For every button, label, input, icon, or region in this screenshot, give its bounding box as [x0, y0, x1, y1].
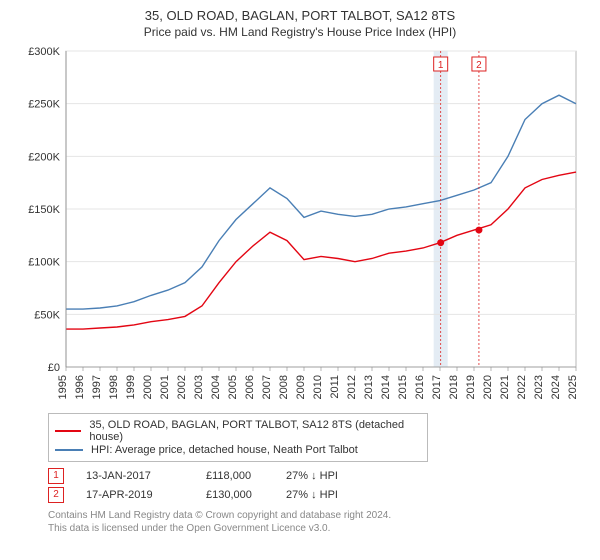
xtick-label: 2021	[499, 375, 511, 399]
legend-label: HPI: Average price, detached house, Neat…	[91, 444, 358, 456]
xtick-label: 1995	[57, 375, 69, 399]
marker-row-badge: 1	[48, 468, 64, 484]
xtick-label: 2004	[210, 375, 222, 399]
sale-marker-dot	[475, 226, 482, 233]
xtick-label: 2008	[278, 375, 290, 399]
marker-row-pct: 27% ↓ HPI	[286, 489, 406, 501]
ytick-label: £300K	[28, 46, 60, 58]
ytick-label: £50K	[34, 309, 60, 321]
license-line-1: Contains HM Land Registry data © Crown c…	[48, 509, 588, 522]
xtick-label: 1997	[91, 375, 103, 399]
xtick-label: 2009	[295, 375, 307, 399]
legend-item: HPI: Average price, detached house, Neat…	[55, 444, 421, 456]
ytick-label: £150K	[28, 204, 60, 216]
ytick-label: £0	[48, 362, 60, 374]
page-title: 35, OLD ROAD, BAGLAN, PORT TALBOT, SA12 …	[12, 8, 588, 25]
xtick-label: 1996	[74, 375, 86, 399]
marker-row: 1 13-JAN-2017£118,00027% ↓ HPI	[48, 468, 588, 484]
xtick-label: 2006	[244, 375, 256, 399]
xtick-label: 2019	[465, 375, 477, 399]
sale-marker-dot	[437, 239, 444, 246]
xtick-label: 2015	[397, 375, 409, 399]
legend-swatch	[55, 430, 81, 432]
xtick-label: 2023	[533, 375, 545, 399]
marker-row-date: 17-APR-2019	[86, 489, 206, 501]
xtick-label: 2001	[159, 375, 171, 399]
sale-marker-badge-num: 2	[476, 60, 482, 71]
license-line-2: This data is licensed under the Open Gov…	[48, 522, 588, 535]
ytick-label: £200K	[28, 151, 60, 163]
marker-row-date: 13-JAN-2017	[86, 470, 206, 482]
xtick-label: 2010	[312, 375, 324, 399]
legend: 35, OLD ROAD, BAGLAN, PORT TALBOT, SA12 …	[48, 413, 428, 462]
marker-row-price: £118,000	[206, 470, 286, 482]
legend-swatch	[55, 449, 83, 451]
marker-row-price: £130,000	[206, 489, 286, 501]
xtick-label: 2020	[482, 375, 494, 399]
page-subtitle: Price paid vs. HM Land Registry's House …	[12, 25, 588, 39]
license-note: Contains HM Land Registry data © Crown c…	[48, 509, 588, 535]
chart-svg: £0 £50K £100K £150K £200K £250K £300K 1995 1996 1…	[20, 45, 580, 405]
xtick-label: 2013	[363, 375, 375, 399]
xtick-label: 2005	[227, 375, 239, 399]
price-chart: £0 £50K £100K £150K £200K £250K £300K 1995 1996 1…	[20, 45, 580, 405]
marker-row: 2 17-APR-2019£130,00027% ↓ HPI	[48, 487, 588, 503]
xtick-label: 2024	[550, 375, 562, 399]
xtick-label: 2017	[431, 375, 443, 399]
xtick-label: 2025	[567, 375, 579, 399]
xtick-label: 2000	[142, 375, 154, 399]
xtick-label: 1999	[125, 375, 137, 399]
xtick-label: 2022	[516, 375, 528, 399]
marker-row-pct: 27% ↓ HPI	[286, 470, 406, 482]
xtick-label: 2011	[329, 375, 341, 399]
xtick-label: 2003	[193, 375, 205, 399]
xtick-label: 2007	[261, 375, 273, 399]
marker-row-badge: 2	[48, 487, 64, 503]
ytick-label: £100K	[28, 257, 60, 269]
xtick-label: 2014	[380, 375, 392, 399]
legend-item: 35, OLD ROAD, BAGLAN, PORT TALBOT, SA12 …	[55, 419, 421, 443]
sale-marker-badge-num: 1	[438, 60, 444, 71]
xtick-label: 2016	[414, 375, 426, 399]
xtick-label: 2012	[346, 375, 358, 399]
xtick-label: 1998	[108, 375, 120, 399]
xtick-label: 2002	[176, 375, 188, 399]
sale-marker-table: 1 13-JAN-2017£118,00027% ↓ HPI 2 17-APR-201…	[48, 468, 588, 503]
xtick-label: 2018	[448, 375, 460, 399]
ytick-label: £250K	[28, 99, 60, 111]
legend-label: 35, OLD ROAD, BAGLAN, PORT TALBOT, SA12 …	[89, 419, 421, 443]
